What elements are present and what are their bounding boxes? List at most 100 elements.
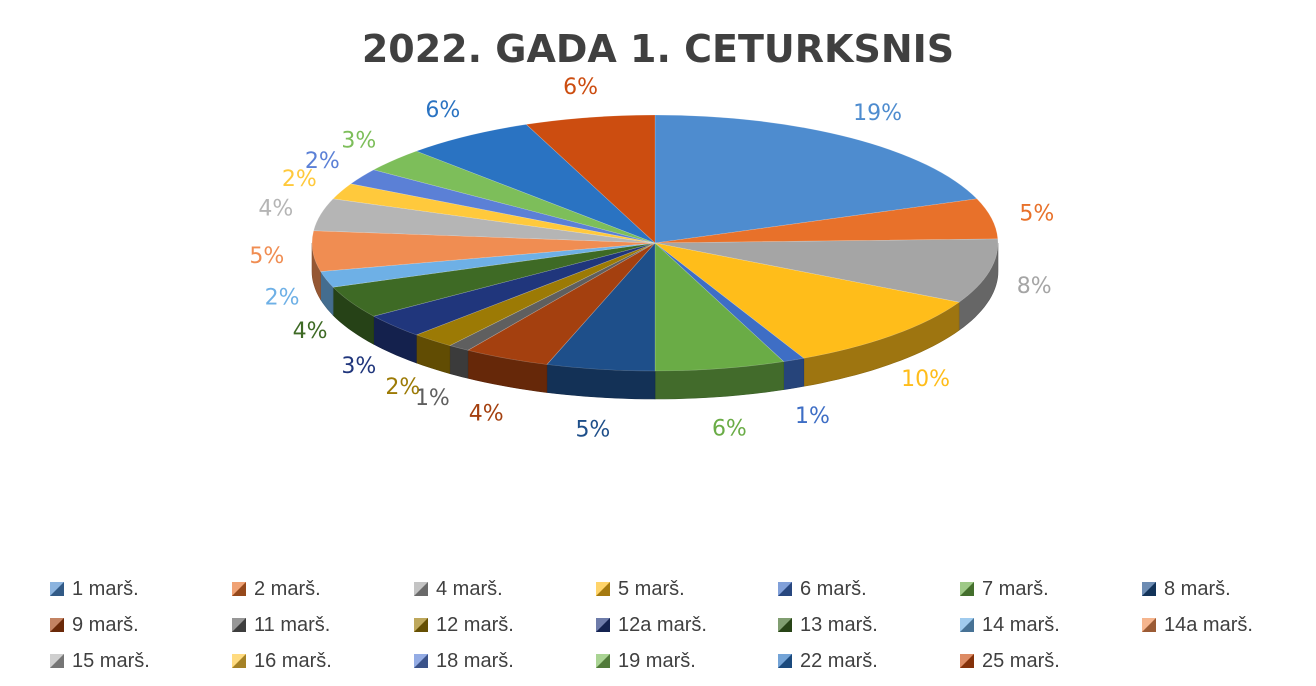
- legend-swatch-0: [50, 582, 64, 596]
- pie-label-6: 5%: [575, 418, 610, 443]
- pie-slice-6[interactable]: [546, 242, 656, 372]
- legend-item-10: 12a marš.: [596, 612, 778, 638]
- legend-label-13: 14a marš.: [1164, 613, 1253, 636]
- legend-swatch-11: [778, 618, 792, 632]
- pie-label-19: 6%: [563, 75, 598, 100]
- chart-legend: 1 marš. 2 marš. 4 marš. 5 marš. 6 marš. 7 mar…: [50, 576, 1290, 674]
- pie-slice-14[interactable]: [313, 198, 656, 244]
- pie-slice-0[interactable]: [654, 114, 978, 244]
- legend-swatch-14: [50, 654, 64, 668]
- legend-item-4: 6 marš.: [778, 576, 960, 602]
- pie-label-7: 4%: [469, 401, 504, 426]
- pie-label-10: 3%: [341, 354, 376, 379]
- legend-swatch-19: [960, 654, 974, 668]
- legend-swatch-16: [414, 654, 428, 668]
- pie-label-9: 2%: [385, 375, 420, 400]
- pie-slice-2[interactable]: [654, 238, 999, 303]
- legend-item-15: 16 marš.: [232, 648, 414, 674]
- legend-swatch-5: [960, 582, 974, 596]
- legend-item-18: 22 marš.: [778, 648, 960, 674]
- legend-swatch-12: [960, 618, 974, 632]
- legend-label-18: 22 marš.: [800, 649, 878, 672]
- legend-swatch-15: [232, 654, 246, 668]
- pie-label-14: 4%: [258, 196, 293, 221]
- legend-label-2: 4 marš.: [436, 577, 503, 600]
- legend-label-5: 7 marš.: [982, 577, 1049, 600]
- pie-label-17: 3%: [341, 128, 376, 153]
- legend-item-17: 19 marš.: [596, 648, 778, 674]
- pie-slice-5[interactable]: [654, 242, 785, 372]
- pie-slice-13[interactable]: [311, 230, 656, 272]
- legend-item-14: 15 marš.: [50, 648, 232, 674]
- pie-tops: [311, 114, 999, 372]
- legend-swatch-13: [1142, 618, 1156, 632]
- pie-label-15: 2%: [282, 167, 317, 192]
- pie-slice-15[interactable]: [332, 183, 656, 244]
- legend-swatch-10: [596, 618, 610, 632]
- legend-item-7: 9 marš.: [50, 612, 232, 638]
- pie-label-4: 1%: [795, 404, 830, 429]
- legend-label-12: 14 marš.: [982, 613, 1060, 636]
- legend-swatch-4: [778, 582, 792, 596]
- legend-item-5: 7 marš.: [960, 576, 1142, 602]
- pie-label-16: 2%: [305, 149, 340, 174]
- pie-sides: [311, 242, 999, 400]
- pie-labels: 19%5%8%10%1%6%5%4%1%2%3%4%2%5%4%2%2%3%6%…: [249, 75, 1054, 443]
- legend-swatch-2: [414, 582, 428, 596]
- legend-item-6: 8 marš.: [1142, 576, 1316, 602]
- legend-label-17: 19 marš.: [618, 649, 696, 672]
- legend-item-16: 18 marš.: [414, 648, 596, 674]
- pie-slice-19[interactable]: [525, 114, 656, 244]
- pie-slice-9[interactable]: [415, 242, 656, 346]
- pie-slice-10[interactable]: [372, 242, 656, 336]
- legend-label-14: 15 marš.: [72, 649, 150, 672]
- legend-swatch-6: [1142, 582, 1156, 596]
- pie-label-1: 5%: [1019, 201, 1054, 226]
- pie-label-11: 4%: [293, 319, 328, 344]
- legend-item-1: 2 marš.: [232, 576, 414, 602]
- legend-label-0: 1 marš.: [72, 577, 139, 600]
- pie-label-12: 2%: [265, 286, 300, 311]
- legend-label-10: 12a marš.: [618, 613, 707, 636]
- pie-label-3: 10%: [901, 367, 950, 392]
- pie-label-18: 6%: [425, 98, 460, 123]
- pie-slice-1[interactable]: [654, 198, 999, 244]
- pie-slice-7[interactable]: [467, 242, 656, 365]
- legend-label-7: 9 marš.: [72, 613, 139, 636]
- legend-item-12: 14 marš.: [960, 612, 1142, 638]
- legend-swatch-7: [50, 618, 64, 632]
- legend-label-15: 16 marš.: [254, 649, 332, 672]
- legend-label-9: 12 marš.: [436, 613, 514, 636]
- pie-label-2: 8%: [1017, 274, 1052, 299]
- legend-label-8: 11 marš.: [254, 613, 331, 636]
- pie-side-4: [783, 357, 805, 390]
- legend-item-19: 25 marš.: [960, 648, 1142, 674]
- legend-item-9: 12 marš.: [414, 612, 596, 638]
- legend-label-16: 18 marš.: [436, 649, 514, 672]
- pie-label-0: 19%: [853, 101, 902, 126]
- legend-label-19: 25 marš.: [982, 649, 1060, 672]
- pie-slice-3[interactable]: [654, 242, 960, 359]
- legend-label-4: 6 marš.: [800, 577, 867, 600]
- pie-slice-11[interactable]: [332, 242, 656, 317]
- legend-label-3: 5 marš.: [618, 577, 685, 600]
- pie-slice-18[interactable]: [415, 124, 656, 244]
- legend-label-6: 8 marš.: [1164, 577, 1231, 600]
- pie-slice-12[interactable]: [320, 242, 656, 288]
- chart-title: 2022. GADA 1. CETURKSNIS: [362, 27, 954, 71]
- legend-label-1: 2 marš.: [254, 577, 321, 600]
- legend-swatch-3: [596, 582, 610, 596]
- pie-slice-8[interactable]: [448, 242, 656, 351]
- legend-swatch-1: [232, 582, 246, 596]
- pie-label-8: 1%: [415, 386, 450, 411]
- legend-item-0: 1 marš.: [50, 576, 232, 602]
- legend-item-3: 5 marš.: [596, 576, 778, 602]
- pie-slice-16[interactable]: [350, 169, 656, 244]
- legend-item-11: 13 marš.: [778, 612, 960, 638]
- pie-slice-4[interactable]: [654, 242, 805, 362]
- legend-swatch-8: [232, 618, 246, 632]
- legend-label-11: 13 marš.: [800, 613, 878, 636]
- legend-item-13: 14a marš.: [1142, 612, 1316, 638]
- pie-slice-17[interactable]: [372, 150, 656, 244]
